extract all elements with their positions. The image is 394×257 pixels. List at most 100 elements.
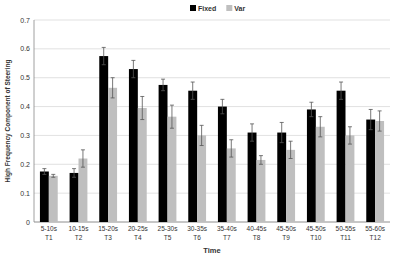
error-bar xyxy=(220,99,224,113)
error-stem xyxy=(44,169,45,175)
error-cap xyxy=(318,116,322,117)
error-cap xyxy=(318,136,322,137)
x-tick-line: 40-45s xyxy=(247,225,268,232)
error-cap xyxy=(102,64,106,65)
x-tick-label: 25-30sT5 xyxy=(158,225,179,241)
error-stem xyxy=(370,109,371,129)
x-tick-line: 10-15s xyxy=(69,225,90,232)
x-tick-line: T4 xyxy=(134,234,142,241)
legend-label: Var xyxy=(234,5,245,12)
x-tick-line: 20-25s xyxy=(128,225,149,232)
error-bar xyxy=(102,47,106,64)
x-tick-line: 30-35s xyxy=(187,225,208,232)
x-tick-label: 20-25s T4 xyxy=(128,225,149,241)
error-cap xyxy=(259,164,263,165)
y-tick-label: 0.2 xyxy=(20,161,30,168)
y-tick-label: 0.3 xyxy=(20,132,30,139)
y-tick-label: 0.7 xyxy=(20,17,30,24)
error-cap xyxy=(289,141,293,142)
error-bar xyxy=(280,122,284,142)
grid-line xyxy=(34,77,390,78)
bar xyxy=(79,159,88,222)
bar xyxy=(375,121,384,222)
error-cap xyxy=(111,77,115,78)
bar xyxy=(286,150,295,222)
error-bar xyxy=(378,111,382,131)
error-stem xyxy=(260,156,261,165)
error-bar xyxy=(200,125,204,145)
error-cap xyxy=(280,122,284,123)
error-bar xyxy=(161,79,165,91)
error-cap xyxy=(170,128,174,129)
x-tick-line: 15-20s xyxy=(98,225,119,232)
x-tick-line: T10 xyxy=(310,234,322,241)
bar xyxy=(70,173,79,222)
x-tick-line: 50-55s xyxy=(336,225,357,232)
x-tick-line: T3 xyxy=(104,234,112,241)
error-bar xyxy=(191,82,195,99)
bars xyxy=(40,47,384,222)
error-cap xyxy=(81,167,85,168)
x-tick-line: T1 xyxy=(45,234,53,241)
error-cap xyxy=(72,168,76,169)
y-tick-label: 0.6 xyxy=(20,45,30,52)
x-tick-label: 50-55s T11 xyxy=(336,225,357,241)
error-cap xyxy=(191,99,195,100)
x-tick-line: 25-30s xyxy=(158,225,179,232)
bar xyxy=(108,88,117,222)
x-tick-label: 45-50sT9 xyxy=(276,225,297,241)
bar xyxy=(257,160,266,222)
x-tick-line: T11 xyxy=(340,234,351,241)
error-bar xyxy=(369,109,373,129)
y-tick-label: 0.4 xyxy=(20,103,30,110)
x-tick-line: T12 xyxy=(370,234,382,241)
error-bar xyxy=(259,156,263,165)
bar xyxy=(197,135,206,222)
error-cap xyxy=(102,47,106,48)
x-tick-label: 40-45s T8 xyxy=(247,225,268,241)
error-bar xyxy=(250,124,254,141)
bar xyxy=(248,133,257,222)
error-stem xyxy=(222,99,223,113)
y-axis-title: High Frequency Component of Steering xyxy=(4,60,12,183)
x-tick-line: 5-10s xyxy=(41,225,58,232)
error-cap xyxy=(42,168,46,169)
error-stem xyxy=(252,124,253,141)
bar xyxy=(366,120,375,222)
error-cap xyxy=(72,177,76,178)
error-cap xyxy=(161,79,165,80)
error-cap xyxy=(348,144,352,145)
error-cap xyxy=(280,142,284,143)
error-cap xyxy=(170,105,174,106)
error-cap xyxy=(51,174,55,175)
error-bar xyxy=(81,150,85,167)
error-cap xyxy=(250,141,254,142)
error-stem xyxy=(192,82,193,99)
error-cap xyxy=(289,158,293,159)
error-bar xyxy=(42,169,46,175)
error-cap xyxy=(378,110,382,111)
bar xyxy=(99,56,108,222)
x-tick-line: T6 xyxy=(193,234,201,241)
error-cap xyxy=(111,97,115,98)
error-cap xyxy=(348,126,352,127)
y-tick-label: 0 xyxy=(26,219,30,226)
error-cap xyxy=(229,139,233,140)
error-stem xyxy=(349,127,350,144)
error-cap xyxy=(200,145,204,146)
chart: 00.10.20.30.40.50.60.75-10sT110-15sT215-… xyxy=(0,0,394,257)
error-stem xyxy=(320,117,321,137)
x-tick-line: T8 xyxy=(253,234,261,241)
error-bar xyxy=(348,127,352,144)
error-cap xyxy=(140,119,144,120)
error-cap xyxy=(191,82,195,83)
error-cap xyxy=(42,174,46,175)
x-tick-line: T7 xyxy=(223,234,231,241)
error-bar xyxy=(289,141,293,158)
grid-line xyxy=(34,48,390,49)
error-bar xyxy=(229,140,233,157)
error-cap xyxy=(309,116,313,117)
error-cap xyxy=(81,149,85,150)
error-cap xyxy=(161,90,165,91)
x-tick-line: 35-40s xyxy=(217,225,238,232)
